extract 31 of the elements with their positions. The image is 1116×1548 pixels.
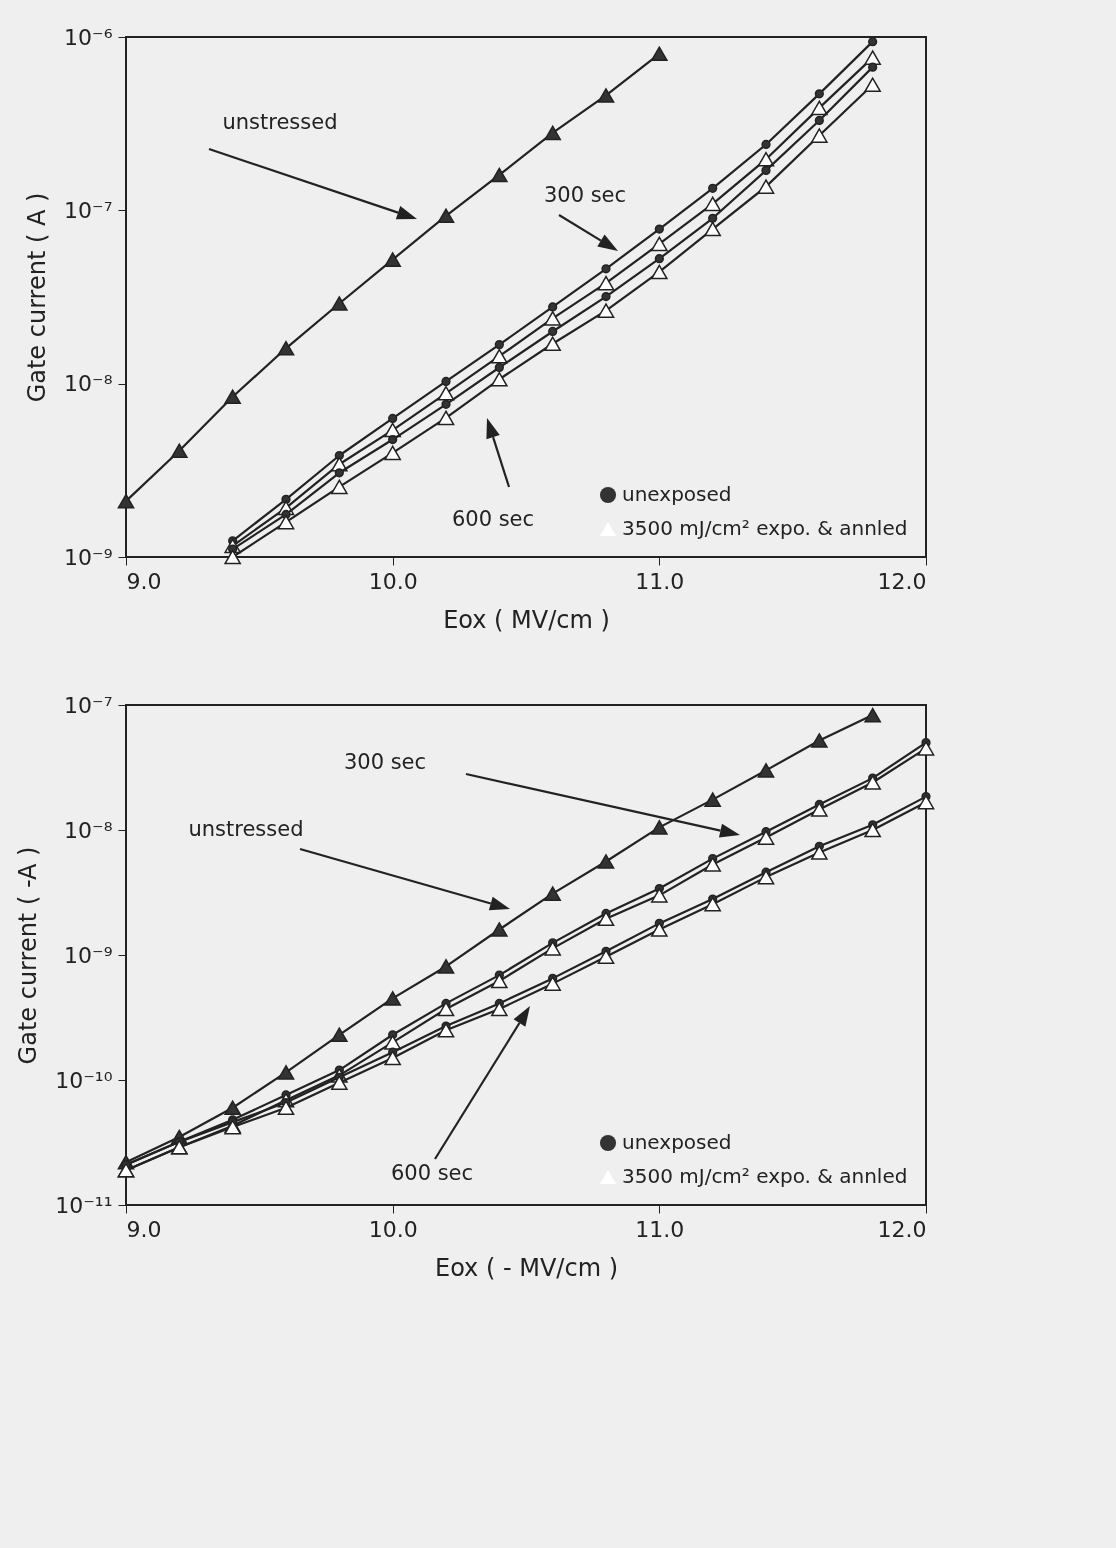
y-tick-label: 10⁻¹⁰ bbox=[55, 1067, 113, 1093]
y-tick-label: 10⁻⁷ bbox=[64, 692, 113, 718]
annotation: unstressed bbox=[222, 110, 338, 134]
legend-label: 3500 mJ/cm² expo. & annled bbox=[622, 1164, 908, 1188]
annotation: 600 sec bbox=[451, 507, 535, 531]
y-tick-label: 10⁻⁹ bbox=[64, 544, 113, 570]
y-axis-title: Gate current ( -A ) bbox=[14, 846, 43, 1065]
x-axis-title: Eox ( - MV/cm ) bbox=[435, 1253, 618, 1282]
x-tick-label: 11.0 bbox=[635, 1216, 685, 1242]
y-tick-label: 10⁻⁸ bbox=[64, 371, 113, 397]
y-tick-label: 10⁻⁷ bbox=[64, 197, 113, 223]
x-tick-label: 12.0 bbox=[877, 1216, 927, 1242]
annotation: 300 sec bbox=[343, 750, 427, 774]
annotation: unstressed bbox=[188, 817, 304, 841]
legend-label: unexposed bbox=[622, 482, 732, 506]
legend-label: unexposed bbox=[622, 1130, 732, 1154]
annotation: 300 sec bbox=[543, 183, 627, 207]
y-axis-title: Gate current ( A ) bbox=[23, 192, 52, 403]
y-tick-label: 10⁻¹¹ bbox=[55, 1192, 113, 1218]
x-axis-title: Eox ( MV/cm ) bbox=[443, 605, 610, 634]
x-tick-label: 10.0 bbox=[368, 1216, 418, 1242]
annotation: 600 sec bbox=[390, 1161, 474, 1185]
x-tick-label: 9.0 bbox=[126, 568, 162, 594]
y-tick-label: 10⁻⁶ bbox=[64, 24, 113, 50]
x-tick-label: 11.0 bbox=[635, 568, 685, 594]
legend-label: 3500 mJ/cm² expo. & annled bbox=[622, 516, 908, 540]
x-tick-label: 10.0 bbox=[368, 568, 418, 594]
x-tick-label: 9.0 bbox=[126, 1216, 162, 1242]
x-tick-label: 12.0 bbox=[877, 568, 927, 594]
y-tick-label: 10⁻⁸ bbox=[64, 817, 113, 843]
y-tick-label: 10⁻⁹ bbox=[64, 942, 113, 968]
